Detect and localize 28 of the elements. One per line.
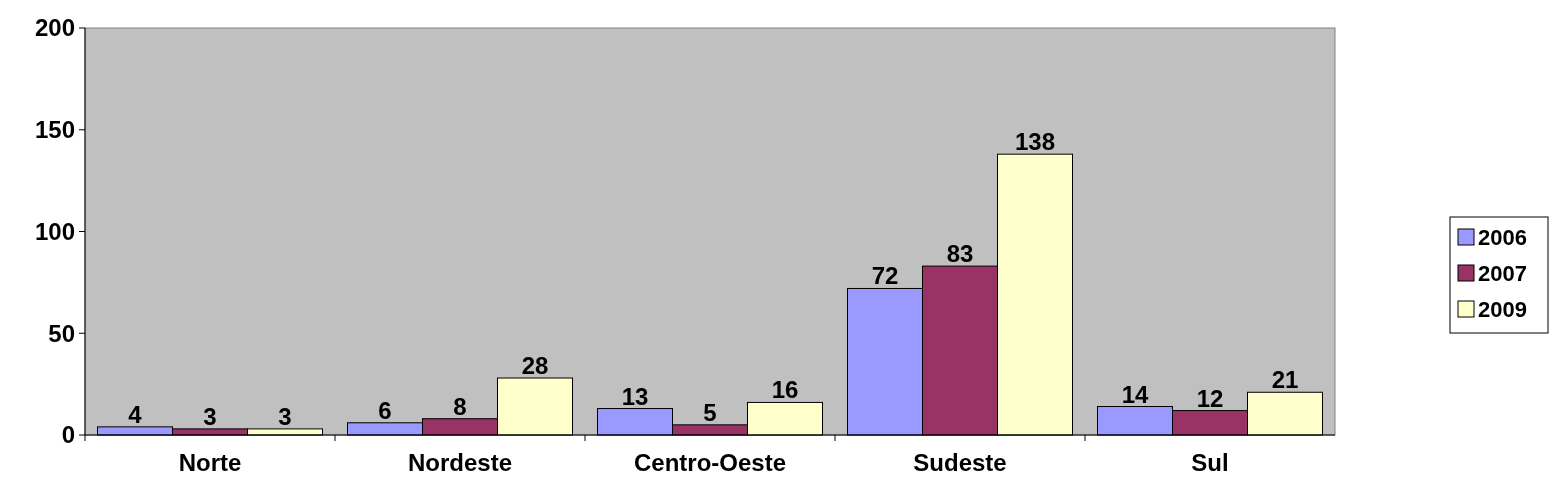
x-tick-label: Sudeste (913, 449, 1007, 476)
data-label: 6 (378, 396, 392, 424)
data-label: 138 (1014, 128, 1056, 156)
data-label: 3 (278, 402, 292, 430)
data-label: 83 (946, 240, 974, 268)
data-label: 4 (128, 400, 143, 428)
data-label: 3 (203, 402, 217, 430)
data-label: 12 (1196, 384, 1224, 412)
y-tick-label: 50 (48, 319, 75, 347)
y-tick-label: 0 (61, 421, 75, 449)
y-tick-label: 150 (34, 116, 75, 144)
data-label: 16 (771, 376, 799, 404)
data-label: 21 (1271, 366, 1299, 394)
x-tick-label: Norte (178, 449, 242, 476)
x-tick-label: Sul (1191, 449, 1229, 476)
legend-label: 2009 (1478, 296, 1527, 322)
data-label: 14 (1121, 380, 1149, 408)
legend-label: 2007 (1478, 260, 1527, 286)
data-label: 72 (871, 262, 899, 290)
x-tick-label: Nordeste (407, 449, 513, 476)
data-label: 28 (521, 352, 549, 380)
data-label: 13 (621, 382, 649, 410)
y-tick-label: 100 (34, 217, 75, 245)
x-tick-label: Centro-Oeste (633, 449, 787, 476)
legend-label: 2006 (1478, 224, 1527, 250)
data-label: 5 (703, 398, 717, 426)
y-tick-label: 200 (34, 14, 75, 42)
data-label: 8 (453, 392, 467, 420)
